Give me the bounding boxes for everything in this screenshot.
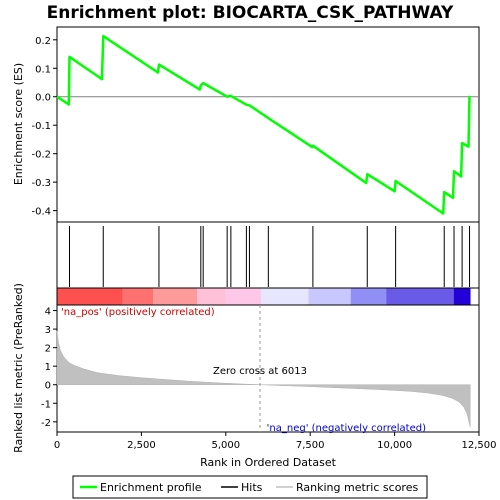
hits-panel — [56, 221, 480, 289]
legend-label-hits: Hits — [241, 481, 263, 494]
rank-y-tick-label: 1 — [45, 362, 51, 373]
rank-x-tick-label: 2,500 — [127, 440, 156, 451]
zero-cross-label: Zero cross at 6013 — [213, 366, 307, 377]
rank-x-tick-label: 12,500 — [462, 440, 497, 451]
es-plot-frame — [56, 26, 480, 223]
color-bar-segment — [308, 288, 351, 305]
es-y-tick-label: -0.1 — [31, 121, 51, 132]
es-y-label: Enrichment score (ES) — [12, 63, 25, 185]
rank-x-axis: 0 2,500 5,000 7,500 10,000 12,500 — [54, 432, 497, 451]
rank-x-label: Rank in Ordered Dataset — [200, 456, 337, 469]
rank-y-tick-label: 4 — [45, 307, 51, 318]
es-y-tick-label: -0.2 — [31, 150, 51, 161]
es-y-tick-label: 0.2 — [35, 36, 51, 47]
rank-y-axis: 4 3 2 1 0 -1 -2 — [41, 307, 57, 429]
rank-y-label: Ranked list metric (PreRanked) — [12, 283, 25, 453]
color-bar-segment — [261, 288, 309, 305]
legend-label-enrichment: Enrichment profile — [100, 481, 202, 494]
es-y-tick-label: -0.3 — [31, 178, 51, 189]
es-panel: 0.2 0.1 0.0 -0.1 -0.2 -0.3 -0.4 Enrichment sco… — [12, 26, 480, 223]
rank-plot-frame — [56, 304, 480, 433]
color-bar-segment — [350, 288, 387, 305]
legend: Enrichment profile Hits Ranking metric s… — [72, 475, 428, 499]
legend-box — [72, 475, 428, 499]
rank-y-tick-label: 3 — [45, 325, 51, 336]
legend-label-ranking: Ranking metric scores — [296, 481, 418, 494]
rank-y-tick-label: -1 — [41, 399, 51, 410]
rank-y-tick-label: 0 — [45, 381, 51, 392]
color-bar-segment — [197, 288, 226, 305]
enrichment-profile-line — [56, 34, 471, 215]
color-bar-segment — [122, 288, 154, 305]
rank-x-tick-label: 5,000 — [211, 440, 240, 451]
rank-x-tick-label: 0 — [54, 440, 60, 451]
color-bar-segment — [453, 288, 471, 305]
color-bar-segment — [153, 288, 198, 305]
es-y-tick-label: -0.4 — [31, 207, 51, 218]
chart-title: Enrichment plot: BIOCARTA_CSK_PATHWAY — [47, 3, 454, 23]
rank-y-tick-label: -2 — [41, 418, 51, 429]
negative-correlation-label: 'na_neg' (negatively correlated) — [267, 423, 426, 434]
es-y-tick-label: 0.1 — [35, 64, 51, 75]
hit-lines — [68, 226, 471, 287]
rank-x-tick-label: 10,000 — [377, 440, 412, 451]
es-y-tick-label: 0.0 — [35, 93, 51, 104]
rank-x-tick-label: 7,500 — [296, 440, 325, 451]
rank-y-tick-label: 2 — [45, 344, 51, 355]
positive-correlation-label: 'na_pos' (positively correlated) — [61, 307, 215, 318]
color-bar-segment — [225, 288, 262, 305]
color-bar-segment — [57, 288, 123, 305]
color-bar-segment — [386, 288, 454, 305]
rank-metric-panel: 4 3 2 1 0 -1 -2 0 2,500 5,000 7,500 10,000 12,500 '… — [12, 283, 497, 469]
es-y-axis: 0.2 0.1 0.0 -0.1 -0.2 -0.3 -0.4 — [31, 36, 57, 218]
ranking-color-bar — [56, 287, 480, 306]
